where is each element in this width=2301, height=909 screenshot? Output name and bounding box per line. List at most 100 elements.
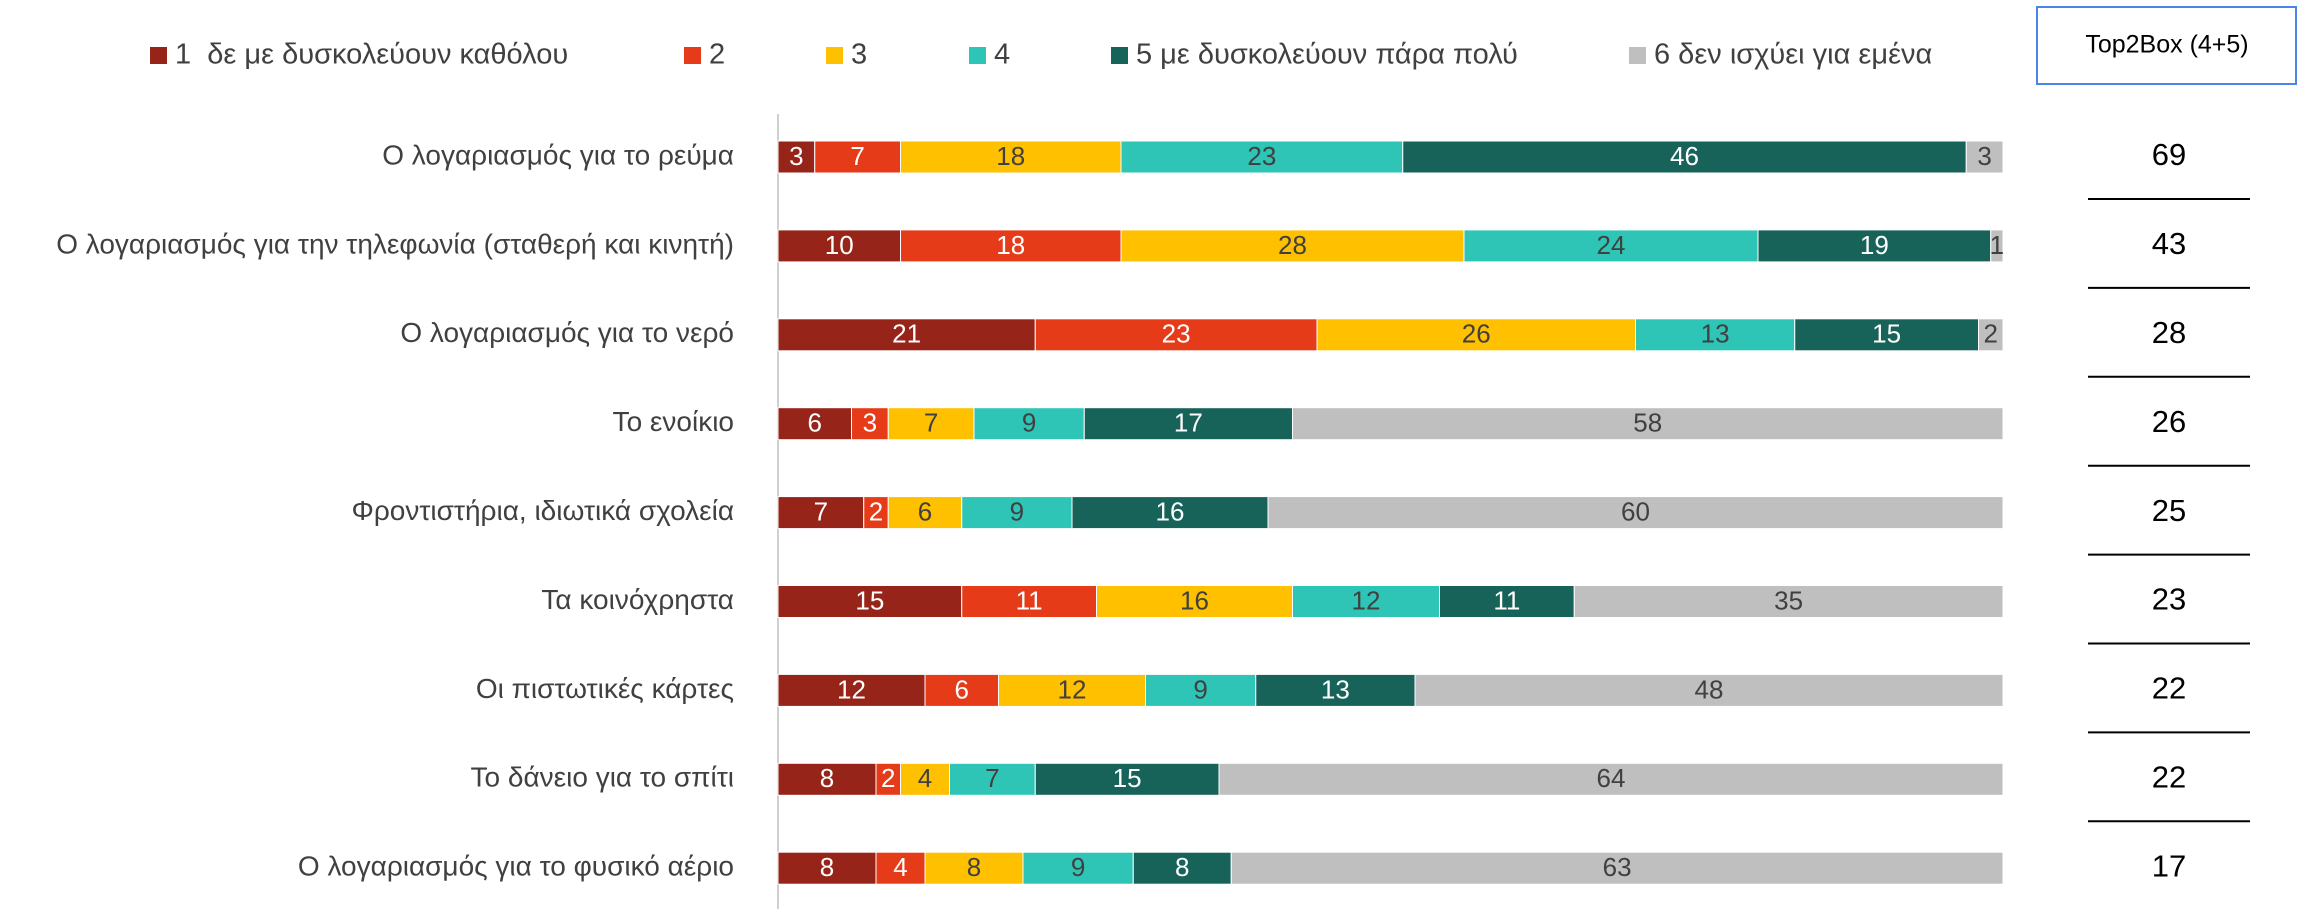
data-label: 6 [808,408,822,438]
y-tick-label: Οι πιστωτικές κάρτες [476,673,734,704]
top2box-value: 28 [2152,315,2186,350]
data-label: 19 [1860,230,1889,260]
bar-segment [1292,407,2004,441]
data-label: 48 [1695,674,1724,704]
legend-swatch [969,47,986,64]
data-label: 24 [1597,230,1626,260]
bar-segment [1292,585,1440,618]
top2box-value: 26 [2152,404,2186,439]
top2box-value: 17 [2152,848,2186,883]
data-label: 23 [1247,141,1276,171]
data-label: 9 [1022,408,1036,438]
data-label: 6 [918,496,932,526]
bar-segment [998,673,1146,707]
bar-segment [1230,851,2004,885]
data-label: 7 [814,496,828,526]
bar-segment [973,407,1085,441]
legend-swatch [150,47,167,64]
bar-segment [1978,318,2004,352]
data-label: 4 [893,852,907,882]
data-label: 63 [1603,852,1632,882]
bar-segment [1022,851,1134,885]
legend-swatch [826,47,843,64]
data-label: 35 [1774,585,1803,615]
legend-label: 6 δεν ισχύει για εμένα [1654,39,1932,71]
data-label: 3 [789,141,803,171]
bar-segment [777,762,877,796]
data-label: 16 [1156,496,1185,526]
data-label: 12 [1058,674,1087,704]
bar-segment [949,762,1036,796]
top2box-value: 69 [2152,137,2186,172]
y-tick-label: Φροντιστήρια, ιδιωτικά σχολεία [352,495,734,526]
data-label: 9 [1071,852,1085,882]
data-label: 13 [1701,319,1730,349]
data-label: 4 [918,763,932,793]
data-label: 26 [1462,319,1491,349]
bar-segment [1255,673,1416,707]
data-label: 6 [955,674,969,704]
bar-segment [887,496,963,530]
data-label: 60 [1621,496,1650,526]
bar-segment [777,496,865,530]
bar-segment [961,585,1097,618]
bar-segment [900,229,1122,263]
top2box-header-box [2036,6,2297,85]
legend-label: 1 δε με δυσκολεύουν καθόλου [175,39,568,71]
top2box-value: 43 [2152,226,2186,261]
data-label: 18 [996,230,1025,260]
data-label: 3 [863,408,877,438]
bar-segment [1463,229,1759,263]
bar-segment [961,496,1073,530]
top2box-title: Top2Box (4+5) [2085,31,2248,59]
bar-segment [1218,762,2004,796]
data-label: 7 [850,141,864,171]
bar-segment [887,407,975,441]
data-label: 13 [1321,674,1350,704]
data-label: 28 [1278,230,1307,260]
y-tick-label: Ο λογαριασμός για το νερό [400,317,734,348]
data-label: 7 [985,763,999,793]
bar-segment [777,673,926,707]
data-label: 12 [837,674,866,704]
data-label: 16 [1180,585,1209,615]
bar-segment [863,496,889,530]
data-label: 64 [1597,763,1626,793]
data-label: 11 [1493,585,1520,615]
data-label: 2 [881,763,895,793]
bar-segment [1083,407,1293,441]
y-tick-label: Ο λογαριασμός για το ρεύμα [382,139,734,170]
top2box-value: 22 [2152,759,2186,794]
bar-segment [1145,673,1257,707]
data-label: 18 [996,141,1025,171]
bar-segment [1990,229,2004,263]
data-label: 2 [869,496,883,526]
y-tick-label: Το ενοίκιο [613,406,734,437]
legend-swatch [1629,47,1646,64]
data-label: 9 [1010,496,1024,526]
bar-segment [777,140,816,174]
y-tick-label: Το δάνειο για το σπίτι [470,762,734,793]
data-label: 15 [1872,319,1901,349]
data-label: 17 [1174,408,1203,438]
data-label: 15 [1113,763,1142,793]
data-label: 8 [1175,852,1189,882]
data-label: 58 [1633,408,1662,438]
data-label: 10 [825,230,854,260]
bar-segment [777,407,852,441]
y-tick-label: Ο λογαριασμός για την τηλεφωνία (σταθερή… [56,228,734,259]
bar-segment [1414,673,2004,707]
bar-segment [924,673,999,707]
bar-segment [777,318,1036,352]
bar-segment [1965,140,2004,174]
data-label: 21 [892,319,921,349]
data-label: 23 [1162,319,1191,349]
data-label: 11 [1016,585,1043,615]
bar-segment [1096,585,1293,618]
bar-segment [777,229,901,263]
y-tick-label: Τα κοινόχρηστα [541,584,734,615]
data-label: 1 [1990,230,2004,260]
bar-segment [814,140,901,174]
legend-label: 2 [709,39,725,71]
